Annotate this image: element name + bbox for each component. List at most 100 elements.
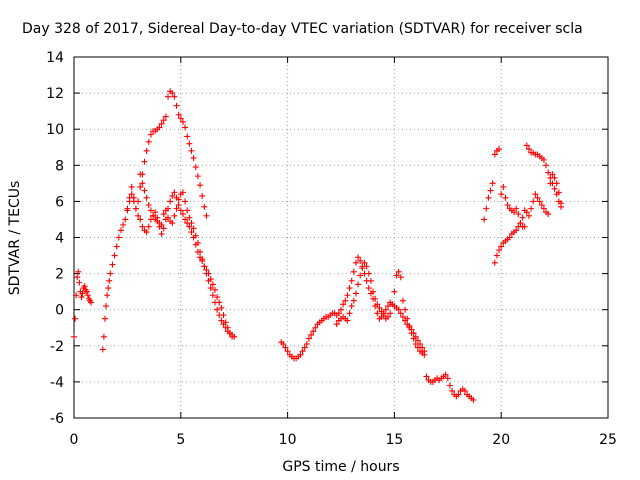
data-point: [188, 147, 195, 154]
data-point: [209, 281, 216, 288]
data-point: [145, 138, 152, 145]
data-point: [158, 120, 165, 127]
data-point: [365, 270, 372, 277]
data-point: [481, 216, 488, 223]
data-point: [402, 306, 409, 313]
data-points: [71, 88, 565, 403]
data-point: [186, 214, 193, 221]
data-point: [145, 202, 152, 209]
data-point: [370, 288, 377, 295]
data-point: [485, 194, 492, 201]
data-point: [194, 173, 201, 180]
data-point: [352, 290, 359, 297]
data-point: [489, 180, 496, 187]
data-point: [534, 194, 541, 201]
data-point: [175, 202, 182, 209]
data-point: [201, 203, 208, 210]
data-point: [75, 268, 82, 275]
y-tick-label: 2: [55, 267, 64, 283]
data-point: [498, 243, 505, 250]
data-point: [359, 265, 366, 272]
data-point: [280, 340, 287, 347]
data-point: [517, 220, 524, 227]
data-point: [470, 396, 477, 403]
data-point: [504, 202, 511, 209]
data-point: [374, 301, 381, 308]
data-point: [305, 335, 312, 342]
data-point: [141, 187, 148, 194]
data-point: [346, 285, 353, 292]
x-tick-label: 15: [385, 432, 403, 448]
data-point: [164, 214, 171, 221]
data-point: [171, 212, 178, 219]
data-point: [124, 205, 131, 212]
data-point: [483, 205, 490, 212]
data-point: [190, 155, 197, 162]
data-point: [380, 312, 387, 319]
data-point: [346, 310, 353, 317]
data-point: [393, 272, 400, 279]
data-point: [220, 321, 227, 328]
data-point: [179, 118, 186, 125]
x-tick-label: 5: [176, 432, 185, 448]
data-point: [449, 387, 456, 394]
y-tick-label: 6: [55, 194, 64, 210]
data-point: [135, 212, 142, 219]
data-point: [216, 312, 223, 319]
data-point: [145, 223, 152, 230]
data-point: [231, 333, 238, 340]
data-point: [158, 230, 165, 237]
data-point: [175, 111, 182, 118]
data-point: [188, 220, 195, 227]
data-point: [444, 375, 451, 382]
data-point: [491, 151, 498, 158]
data-point: [367, 277, 374, 284]
data-point: [528, 205, 535, 212]
data-point: [158, 221, 165, 228]
data-point: [169, 192, 176, 199]
data-point: [297, 351, 304, 358]
data-point: [199, 256, 206, 263]
data-point: [378, 308, 385, 315]
data-point: [120, 221, 127, 228]
data-point: [132, 205, 139, 212]
data-point: [455, 391, 462, 398]
data-point: [186, 223, 193, 230]
data-point: [109, 261, 116, 268]
data-point: [530, 198, 537, 205]
data-point: [404, 315, 411, 322]
data-point: [310, 328, 317, 335]
data-point: [421, 348, 428, 355]
data-point: [137, 171, 144, 178]
data-point: [423, 373, 430, 380]
data-point: [519, 214, 526, 221]
data-point: [218, 304, 225, 311]
data-point: [182, 216, 189, 223]
x-tick-label: 25: [599, 432, 617, 448]
data-point: [406, 322, 413, 329]
data-point: [205, 277, 212, 284]
data-point: [130, 194, 137, 201]
data-point: [160, 117, 167, 124]
data-point: [211, 286, 218, 293]
data-point: [100, 333, 107, 340]
data-point: [538, 202, 545, 209]
y-tick-label: 4: [55, 231, 64, 247]
data-point: [177, 207, 184, 214]
data-point: [81, 283, 88, 290]
data-point: [350, 297, 357, 304]
data-point: [502, 194, 509, 201]
data-point: [179, 211, 186, 218]
data-point: [299, 348, 306, 355]
data-point: [365, 285, 372, 292]
data-point: [147, 131, 154, 138]
data-point: [389, 301, 396, 308]
data-point: [301, 344, 308, 351]
data-point: [446, 382, 453, 389]
data-point: [74, 274, 81, 281]
data-point: [113, 243, 120, 250]
y-tick-label: 10: [46, 122, 64, 138]
data-point: [152, 209, 159, 216]
data-point: [203, 212, 210, 219]
data-point: [536, 198, 543, 205]
